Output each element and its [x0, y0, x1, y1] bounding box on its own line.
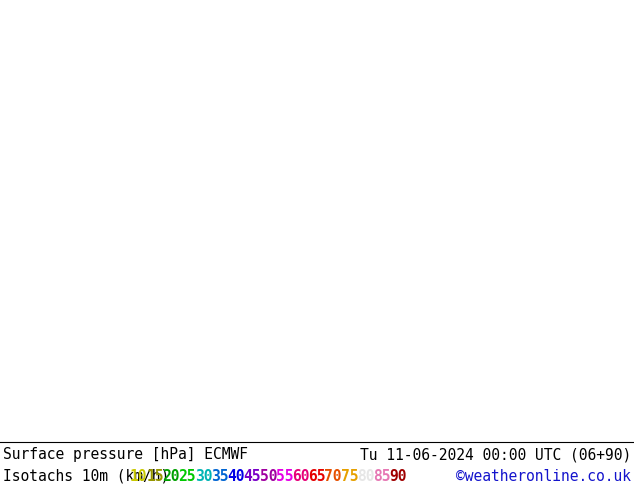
Text: 35: 35 [211, 469, 228, 484]
Text: 85: 85 [373, 469, 391, 484]
Text: 80: 80 [357, 469, 374, 484]
Text: 60: 60 [292, 469, 309, 484]
Text: 55: 55 [276, 469, 294, 484]
Text: Isotachs 10m (km/h): Isotachs 10m (km/h) [3, 469, 178, 484]
Text: Tu 11-06-2024 00:00 UTC (06+90): Tu 11-06-2024 00:00 UTC (06+90) [359, 447, 631, 462]
Text: 10: 10 [130, 469, 148, 484]
Text: 20: 20 [162, 469, 180, 484]
Text: ©weatheronline.co.uk: ©weatheronline.co.uk [456, 469, 631, 484]
Text: Surface pressure [hPa] ECMWF: Surface pressure [hPa] ECMWF [3, 447, 248, 462]
Text: 15: 15 [146, 469, 164, 484]
Text: 65: 65 [308, 469, 326, 484]
Text: 45: 45 [243, 469, 261, 484]
Text: 25: 25 [179, 469, 196, 484]
Text: 75: 75 [340, 469, 358, 484]
Text: 50: 50 [259, 469, 277, 484]
Text: 30: 30 [195, 469, 212, 484]
Text: 70: 70 [325, 469, 342, 484]
Text: 90: 90 [389, 469, 406, 484]
Text: 40: 40 [227, 469, 245, 484]
